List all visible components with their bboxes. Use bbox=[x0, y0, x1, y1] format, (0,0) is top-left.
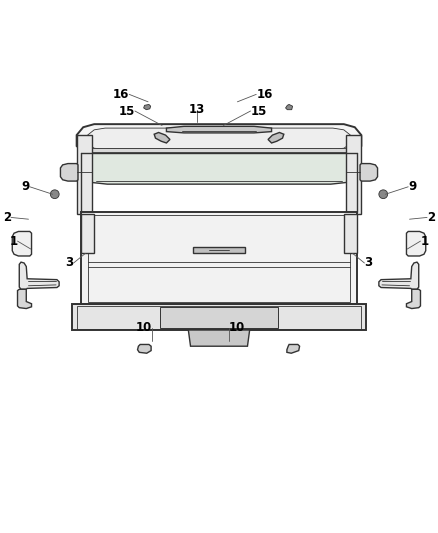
Text: 9: 9 bbox=[21, 180, 30, 193]
Text: 2: 2 bbox=[427, 211, 435, 224]
Circle shape bbox=[347, 232, 353, 238]
Circle shape bbox=[85, 241, 91, 248]
Polygon shape bbox=[379, 262, 419, 289]
Text: 16: 16 bbox=[256, 88, 272, 101]
Circle shape bbox=[347, 222, 353, 228]
Polygon shape bbox=[72, 304, 366, 330]
Text: 10: 10 bbox=[136, 321, 152, 334]
Polygon shape bbox=[360, 164, 378, 181]
Polygon shape bbox=[60, 164, 78, 181]
Polygon shape bbox=[81, 214, 94, 253]
Text: 16: 16 bbox=[113, 88, 129, 101]
Text: 10: 10 bbox=[229, 321, 245, 334]
Circle shape bbox=[214, 334, 224, 344]
Circle shape bbox=[351, 260, 356, 264]
Text: 13: 13 bbox=[189, 103, 205, 116]
Polygon shape bbox=[18, 289, 32, 309]
Polygon shape bbox=[77, 135, 92, 214]
Circle shape bbox=[82, 260, 87, 264]
Polygon shape bbox=[160, 307, 278, 328]
Polygon shape bbox=[12, 231, 32, 256]
Circle shape bbox=[82, 251, 87, 255]
Polygon shape bbox=[286, 104, 293, 110]
Text: 3: 3 bbox=[364, 256, 373, 270]
Polygon shape bbox=[138, 344, 151, 353]
Circle shape bbox=[85, 222, 91, 228]
Polygon shape bbox=[346, 135, 361, 214]
Polygon shape bbox=[81, 212, 357, 304]
Text: 15: 15 bbox=[119, 104, 135, 117]
Polygon shape bbox=[406, 231, 426, 256]
Text: 15: 15 bbox=[251, 104, 267, 117]
Text: 9: 9 bbox=[408, 180, 417, 193]
Polygon shape bbox=[344, 214, 357, 253]
Polygon shape bbox=[268, 133, 284, 143]
Circle shape bbox=[50, 190, 59, 199]
Circle shape bbox=[379, 190, 388, 199]
Polygon shape bbox=[77, 124, 361, 154]
Polygon shape bbox=[92, 148, 346, 152]
Polygon shape bbox=[91, 149, 347, 184]
Polygon shape bbox=[144, 104, 151, 110]
Polygon shape bbox=[193, 247, 245, 253]
Text: 2: 2 bbox=[3, 211, 11, 224]
Polygon shape bbox=[19, 262, 59, 289]
Polygon shape bbox=[154, 133, 170, 143]
Polygon shape bbox=[188, 330, 250, 346]
Circle shape bbox=[351, 251, 356, 255]
Polygon shape bbox=[287, 344, 300, 353]
Text: 1: 1 bbox=[9, 235, 18, 248]
Text: 3: 3 bbox=[65, 256, 74, 270]
Polygon shape bbox=[88, 128, 350, 149]
Polygon shape bbox=[166, 126, 272, 133]
Circle shape bbox=[347, 241, 353, 248]
Circle shape bbox=[85, 232, 91, 238]
Polygon shape bbox=[406, 289, 420, 309]
Circle shape bbox=[210, 247, 217, 254]
Text: 1: 1 bbox=[420, 235, 429, 248]
